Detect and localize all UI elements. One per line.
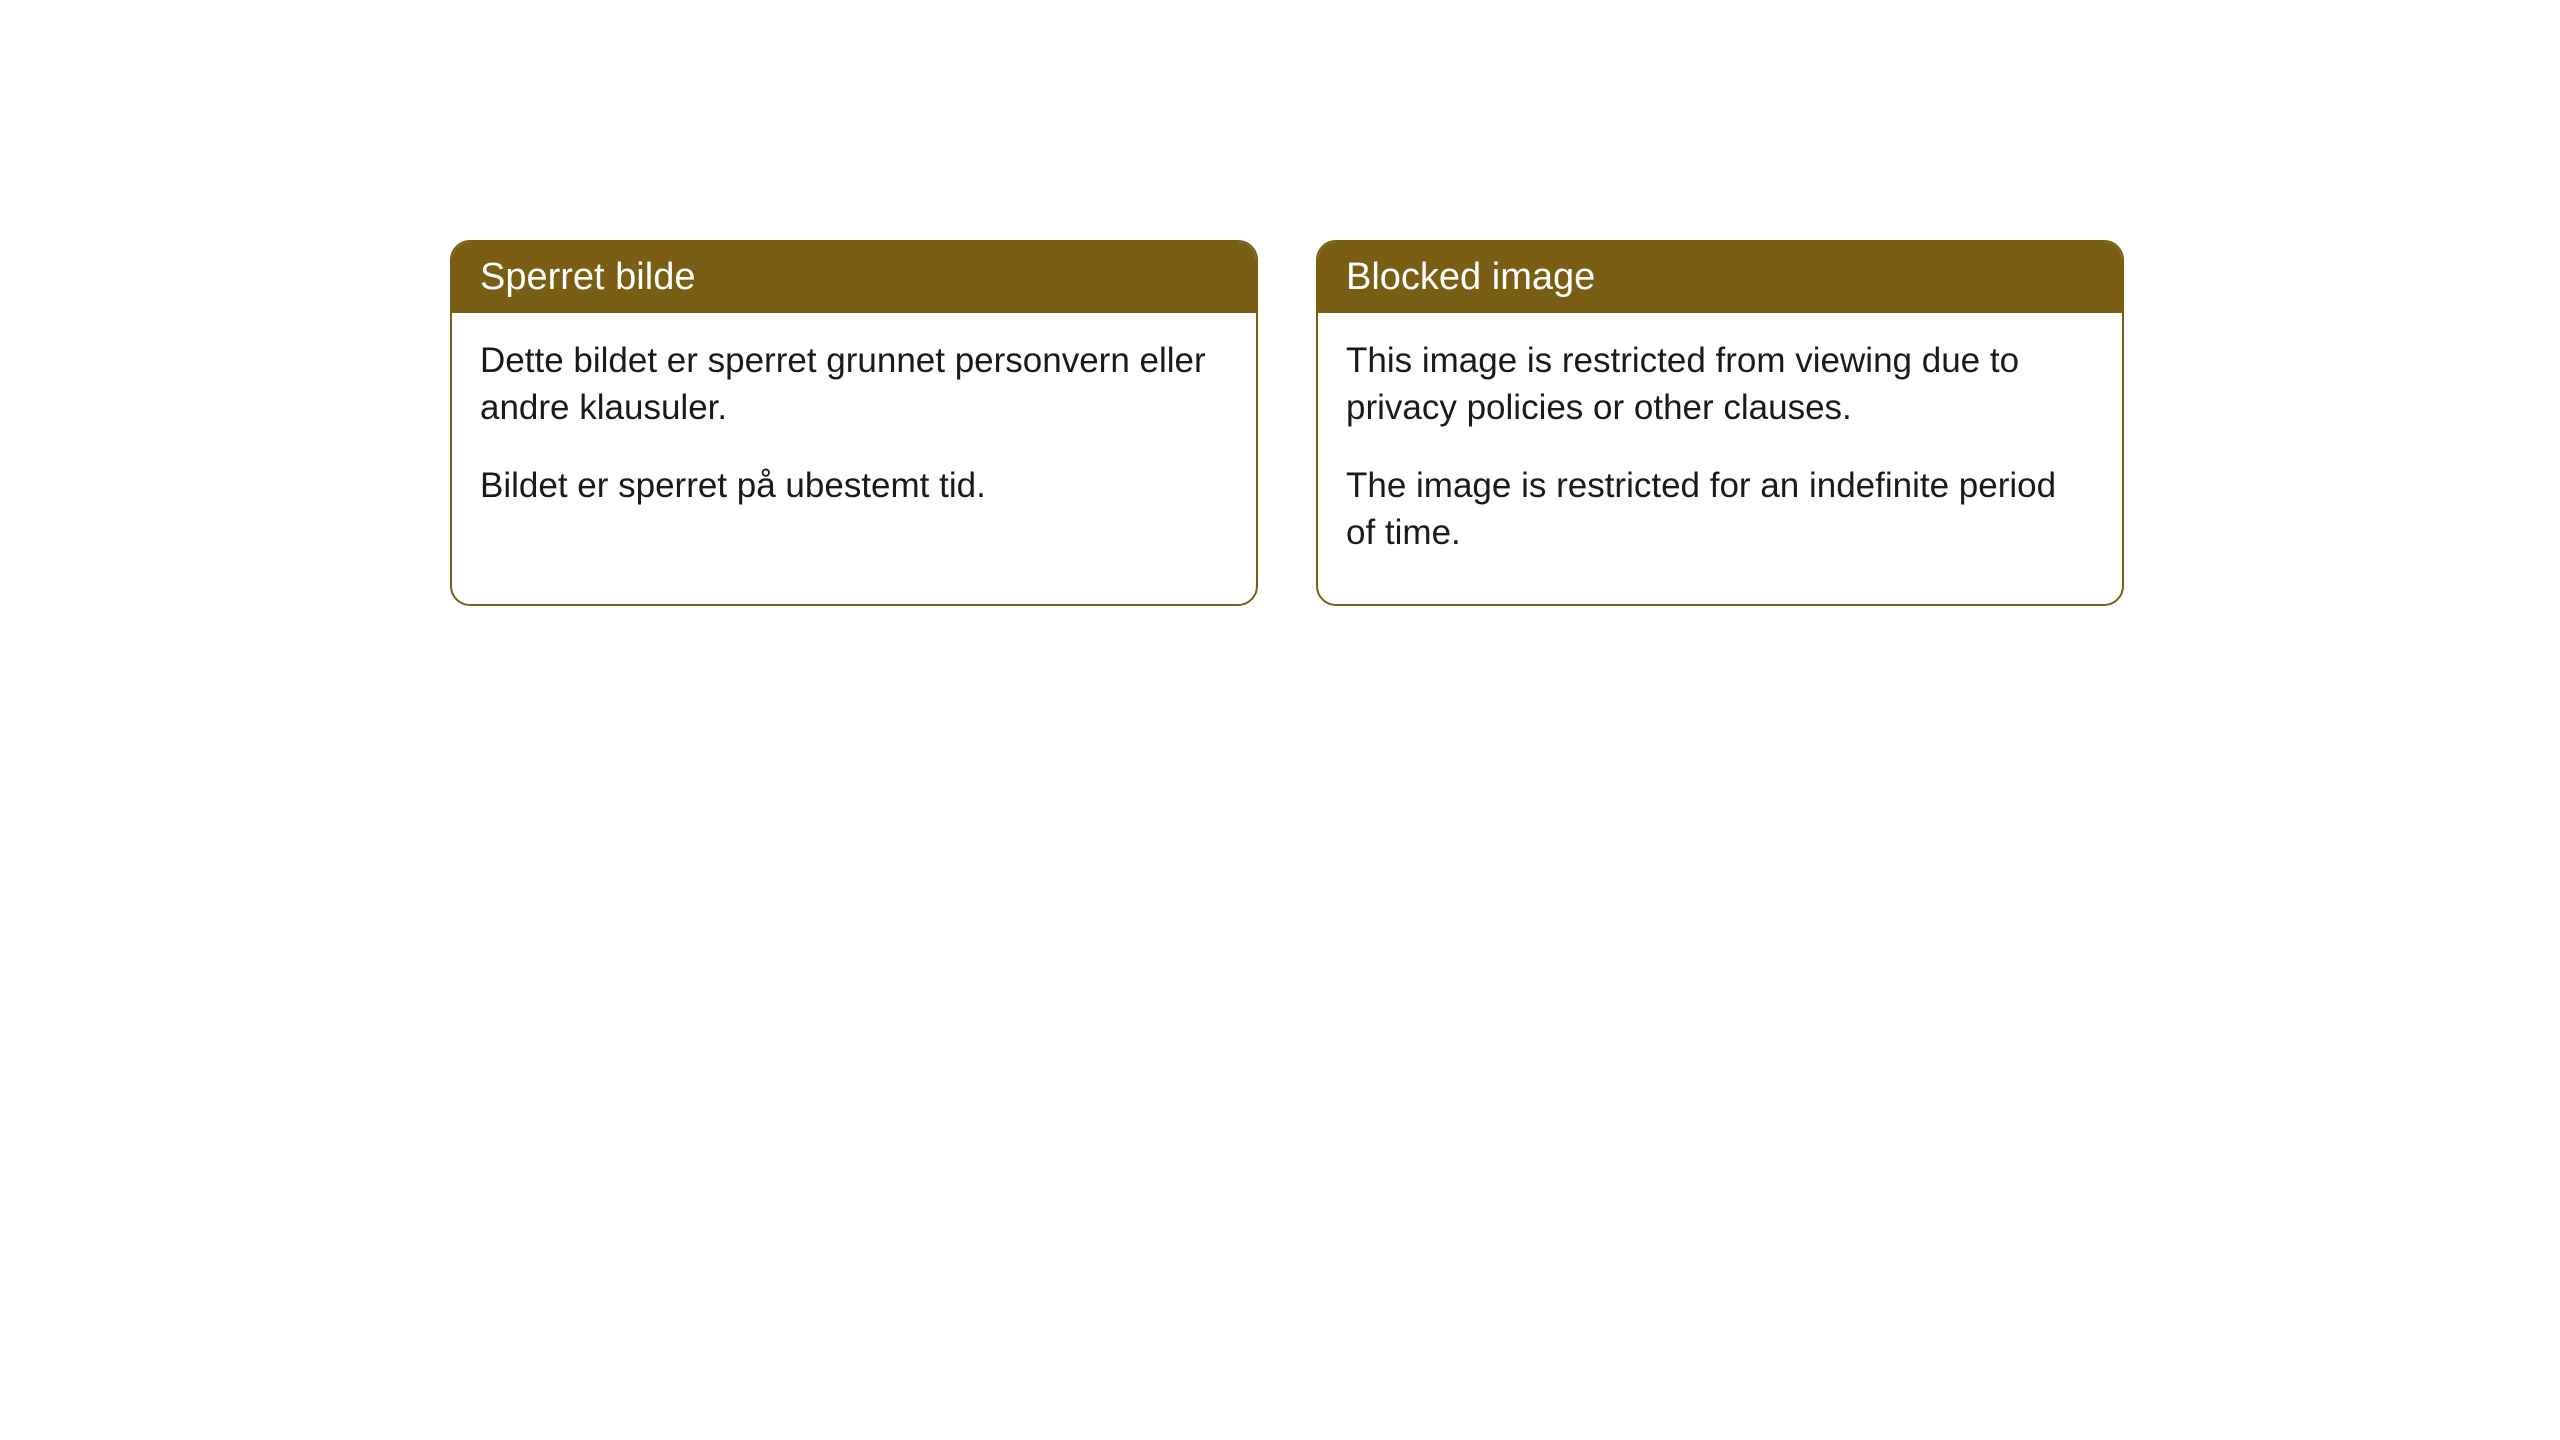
- card-paragraph-1: This image is restricted from viewing du…: [1346, 337, 2094, 432]
- blocked-image-card-english: Blocked image This image is restricted f…: [1316, 240, 2124, 606]
- card-paragraph-2: The image is restricted for an indefinit…: [1346, 462, 2094, 557]
- card-header: Blocked image: [1318, 242, 2122, 313]
- card-body: Dette bildet er sperret grunnet personve…: [452, 313, 1256, 557]
- card-paragraph-1: Dette bildet er sperret grunnet personve…: [480, 337, 1228, 432]
- card-header: Sperret bilde: [452, 242, 1256, 313]
- card-title: Blocked image: [1346, 256, 1595, 298]
- card-paragraph-2: Bildet er sperret på ubestemt tid.: [480, 462, 1228, 509]
- blocked-image-card-norwegian: Sperret bilde Dette bildet er sperret gr…: [450, 240, 1258, 606]
- card-title: Sperret bilde: [480, 256, 695, 298]
- cards-container: Sperret bilde Dette bildet er sperret gr…: [450, 240, 2124, 606]
- card-body: This image is restricted from viewing du…: [1318, 313, 2122, 604]
